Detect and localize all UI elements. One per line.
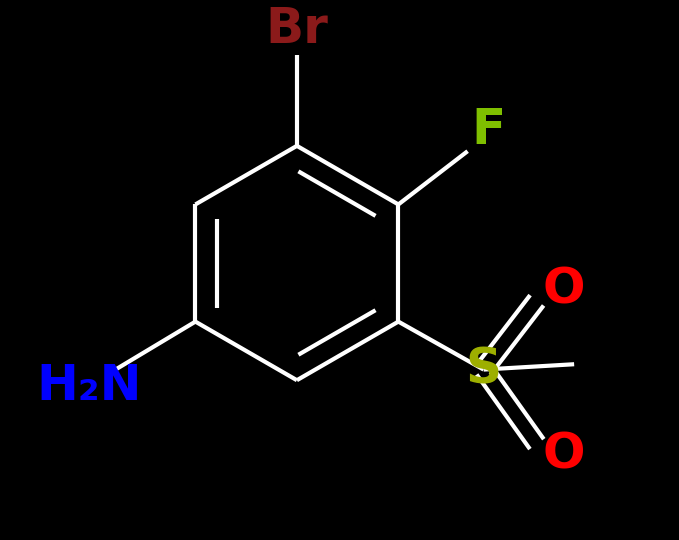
- Text: H₂N: H₂N: [36, 362, 142, 409]
- Text: S: S: [466, 346, 502, 394]
- Text: O: O: [543, 266, 585, 314]
- Text: Br: Br: [265, 5, 329, 53]
- Text: O: O: [543, 431, 585, 479]
- Text: F: F: [472, 106, 506, 154]
